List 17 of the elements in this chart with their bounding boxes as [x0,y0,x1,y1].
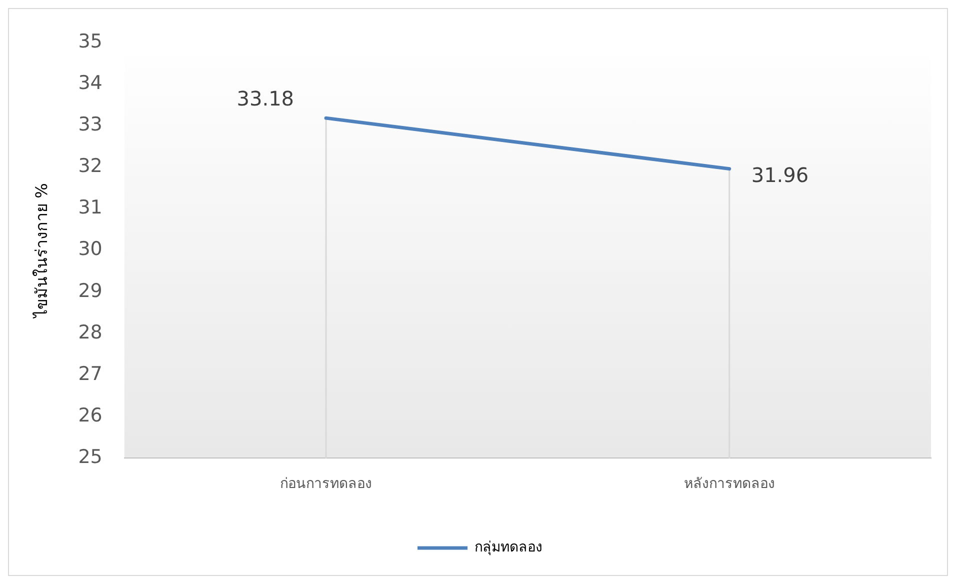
y-tick-label: 29 [78,280,102,302]
y-tick-label: 30 [78,238,102,260]
y-tick-label: 25 [78,446,102,468]
data-label: 33.18 [236,86,294,110]
x-tick-label: ก่อนการทดลอง [280,476,372,492]
y-tick-label: 33 [78,113,102,136]
data-label: 31.96 [751,163,809,188]
y-tick-label: 32 [78,155,102,178]
y-tick-label: 35 [78,30,102,52]
y-tick-label: 27 [78,362,102,385]
y-tick-label: 34 [78,72,102,94]
legend-label: กลุ่มทดลอง [474,540,542,556]
y-tick-label: 31 [78,196,102,219]
y-tick-label: 28 [78,321,102,344]
y-tick-label: 26 [78,404,102,427]
y-axis-title: ไขมันในร่างกาย % [32,183,51,320]
x-tick-label: หลังการทดลอง [684,476,775,492]
